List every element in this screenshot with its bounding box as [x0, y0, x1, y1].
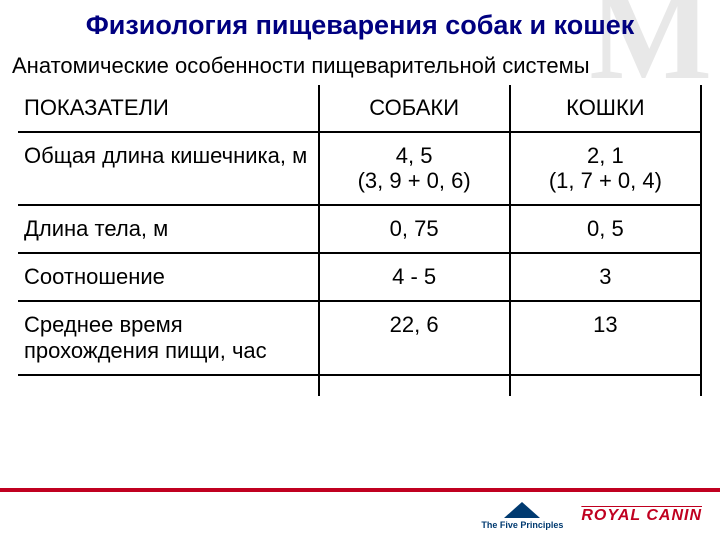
cell-param: Длина тела, м — [18, 205, 319, 253]
cell-dogs: 4 - 5 — [319, 253, 510, 301]
table-header-row: ПОКАЗАТЕЛИ СОБАКИ КОШКИ — [18, 85, 701, 132]
cell-dogs: 22, 6 — [319, 301, 510, 375]
cell-param: Общая длина кишечника, м — [18, 132, 319, 205]
triangle-icon — [504, 502, 540, 518]
table-row: Среднее время прохождения пищи, час 22, … — [18, 301, 701, 375]
cell-param: Соотношение — [18, 253, 319, 301]
cell-cats: 13 — [510, 301, 701, 375]
table-tail-row — [18, 375, 701, 396]
table-row: Длина тела, м 0, 75 0, 5 — [18, 205, 701, 253]
comparison-table-wrap: ПОКАЗАТЕЛИ СОБАКИ КОШКИ Общая длина кише… — [0, 83, 720, 396]
logo-five-principles: The Five Principles — [481, 502, 563, 530]
page-title: Физиология пищеварения собак и кошек — [0, 0, 720, 47]
page-subtitle: Анатомические особенности пищеварительно… — [0, 47, 720, 83]
cell-cats: 0, 5 — [510, 205, 701, 253]
table-row: Общая длина кишечника, м 4, 5(3, 9 + 0, … — [18, 132, 701, 205]
cell-dogs: 0, 75 — [319, 205, 510, 253]
cell-cats: 3 — [510, 253, 701, 301]
cell-param: Среднее время прохождения пищи, час — [18, 301, 319, 375]
comparison-table: ПОКАЗАТЕЛИ СОБАКИ КОШКИ Общая длина кише… — [18, 85, 702, 396]
footer-bar: The Five Principles ROYAL CANIN — [0, 488, 720, 540]
cell-cats: 2, 1(1, 7 + 0, 4) — [510, 132, 701, 205]
col-header-cats: КОШКИ — [510, 85, 701, 132]
col-header-param: ПОКАЗАТЕЛИ — [18, 85, 319, 132]
logo-five-principles-label: The Five Principles — [481, 520, 563, 530]
logo-royal-canin: ROYAL CANIN — [581, 507, 702, 525]
cell-dogs: 4, 5(3, 9 + 0, 6) — [319, 132, 510, 205]
col-header-dogs: СОБАКИ — [319, 85, 510, 132]
table-row: Соотношение 4 - 5 3 — [18, 253, 701, 301]
